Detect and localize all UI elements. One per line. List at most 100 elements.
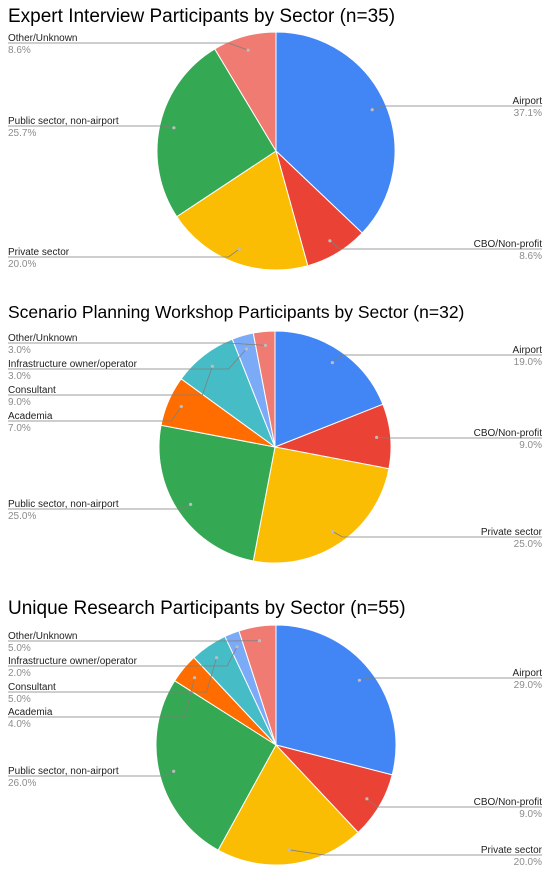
leader-dot-infrastructure-owner-operator	[244, 347, 249, 351]
slice-label-consultant: Consultant	[8, 385, 56, 396]
slice-label-infrastructure-owner-operator: Infrastructure owner/operator	[8, 359, 138, 370]
pie-slice-private-sector	[252, 446, 390, 564]
slice-value-private-sector: 20.0%	[8, 259, 36, 270]
leader-line-infrastructure-owner-operator	[8, 646, 238, 667]
slice-value-cbo-non-profit: 8.6%	[519, 251, 542, 262]
leader-dot-airport	[370, 108, 374, 112]
leader-line-airport	[359, 677, 542, 681]
leader-dot-consultant	[210, 364, 214, 368]
slice-value-infrastructure-owner-operator: 2.0%	[8, 668, 31, 679]
pie-slice-other-unknown	[252, 330, 276, 448]
leader-dot-private-sector	[287, 848, 291, 852]
leader-dot-consultant	[215, 656, 219, 660]
pie-slice-private-sector	[176, 150, 309, 271]
leader-line-cbo-non-profit	[329, 240, 542, 250]
pie-slices	[156, 31, 396, 271]
slice-value-other-unknown: 5.0%	[8, 643, 31, 654]
leader-line-consultant	[8, 657, 217, 693]
slice-value-public-sector-non-airport: 25.0%	[8, 511, 36, 522]
leader-dot-other-unknown	[246, 48, 250, 52]
leader-dot-academia	[179, 404, 183, 409]
slice-label-cbo-non-profit: CBO/Non-profit	[474, 797, 543, 808]
slice-label-private-sector: Private sector	[8, 247, 70, 258]
slice-label-cbo-non-profit: CBO/Non-profit	[474, 239, 543, 250]
slice-label-infrastructure-owner-operator: Infrastructure owner/operator	[8, 656, 138, 667]
slice-value-airport: 37.1%	[514, 108, 542, 119]
chart-scenario-workshop: Scenario Planning Workshop Participants …	[8, 302, 543, 564]
slice-value-private-sector: 20.0%	[514, 857, 542, 868]
slice-value-academia: 4.0%	[8, 719, 31, 730]
leader-line-consultant	[8, 366, 213, 396]
slice-label-public-sector-non-airport: Public sector, non-airport	[8, 499, 119, 510]
slice-label-other-unknown: Other/Unknown	[8, 333, 77, 344]
leader-line-other-unknown	[8, 42, 249, 51]
slice-value-private-sector: 25.0%	[514, 539, 542, 550]
slice-label-airport: Airport	[513, 345, 543, 356]
chart-expert-interview: Expert Interview Participants by Sector …	[8, 6, 542, 271]
chart-title: Scenario Planning Workshop Participants …	[8, 302, 464, 322]
leader-line-airport	[332, 354, 542, 363]
leader-dot-private-sector	[330, 529, 334, 534]
chart-title: Unique Research Participants by Sector (…	[8, 598, 406, 619]
chart-unique-research: Unique Research Participants by Sector (…	[8, 598, 543, 868]
slice-label-other-unknown: Other/Unknown	[8, 33, 77, 44]
slice-value-airport: 29.0%	[514, 680, 542, 691]
slice-label-public-sector-non-airport: Public sector, non-airport	[8, 766, 119, 777]
slice-value-infrastructure-owner-operator: 3.0%	[8, 371, 31, 382]
chart-title: Expert Interview Participants by Sector …	[8, 6, 395, 27]
slice-value-airport: 19.0%	[514, 357, 542, 368]
pie-slice-airport	[274, 330, 384, 448]
pie-slice-public-sector-non-airport	[155, 680, 277, 851]
pie-slice-other-unknown	[214, 31, 277, 153]
pie-slice-other-unknown	[238, 624, 277, 746]
slice-value-public-sector-non-airport: 26.0%	[8, 778, 36, 789]
slice-label-airport: Airport	[513, 96, 543, 107]
pie-slice-public-sector-non-airport	[156, 48, 277, 218]
slice-value-cbo-non-profit: 9.0%	[519, 440, 542, 451]
leader-line-airport	[372, 105, 542, 111]
leader-dot-cbo-non-profit	[375, 435, 379, 439]
leader-line-private-sector	[332, 531, 542, 538]
pie-slice-airport	[275, 624, 397, 776]
slice-label-private-sector: Private sector	[481, 845, 543, 856]
leader-dot-other-unknown	[257, 639, 262, 643]
leader-dot-academia	[193, 676, 197, 680]
leader-dot-airport	[357, 678, 361, 682]
leader-line-academia	[8, 677, 195, 718]
leader-dot-public-sector-non-airport	[172, 769, 176, 773]
leader-dot-cbo-non-profit	[365, 797, 369, 801]
leader-dot-cbo-non-profit	[328, 239, 332, 243]
leader-line-public-sector-non-airport	[8, 504, 191, 510]
slice-label-consultant: Consultant	[8, 682, 56, 693]
slice-value-academia: 7.0%	[8, 423, 31, 434]
slice-value-public-sector-non-airport: 25.7%	[8, 128, 36, 139]
slice-value-other-unknown: 8.6%	[8, 45, 31, 56]
slice-label-academia: Academia	[8, 707, 53, 718]
leader-dot-private-sector	[237, 247, 241, 251]
pie-slice-private-sector	[217, 744, 359, 866]
leader-line-public-sector-non-airport	[8, 770, 174, 777]
slice-value-consultant: 5.0%	[8, 694, 31, 705]
leader-line-cbo-non-profit	[376, 437, 542, 439]
slice-label-public-sector-non-airport: Public sector, non-airport	[8, 116, 119, 127]
slice-label-cbo-non-profit: CBO/Non-profit	[474, 428, 543, 439]
pie-slices	[155, 624, 397, 866]
leader-line-private-sector	[8, 248, 240, 258]
leader-line-public-sector-non-airport	[8, 125, 174, 129]
slice-value-consultant: 9.0%	[8, 397, 31, 408]
pie-slice-airport	[275, 31, 396, 234]
leader-dot-infrastructure-owner-operator	[235, 645, 239, 649]
leader-line-cbo-non-profit	[366, 798, 542, 808]
leader-dot-public-sector-non-airport	[189, 502, 193, 506]
slice-label-airport: Airport	[513, 668, 543, 679]
leader-line-infrastructure-owner-operator	[8, 348, 247, 370]
slice-value-other-unknown: 3.0%	[8, 345, 31, 356]
leader-dot-airport	[330, 361, 334, 365]
leader-line-other-unknown	[8, 342, 266, 346]
slice-label-academia: Academia	[8, 411, 53, 422]
pie-slice-public-sector-non-airport	[158, 424, 276, 562]
